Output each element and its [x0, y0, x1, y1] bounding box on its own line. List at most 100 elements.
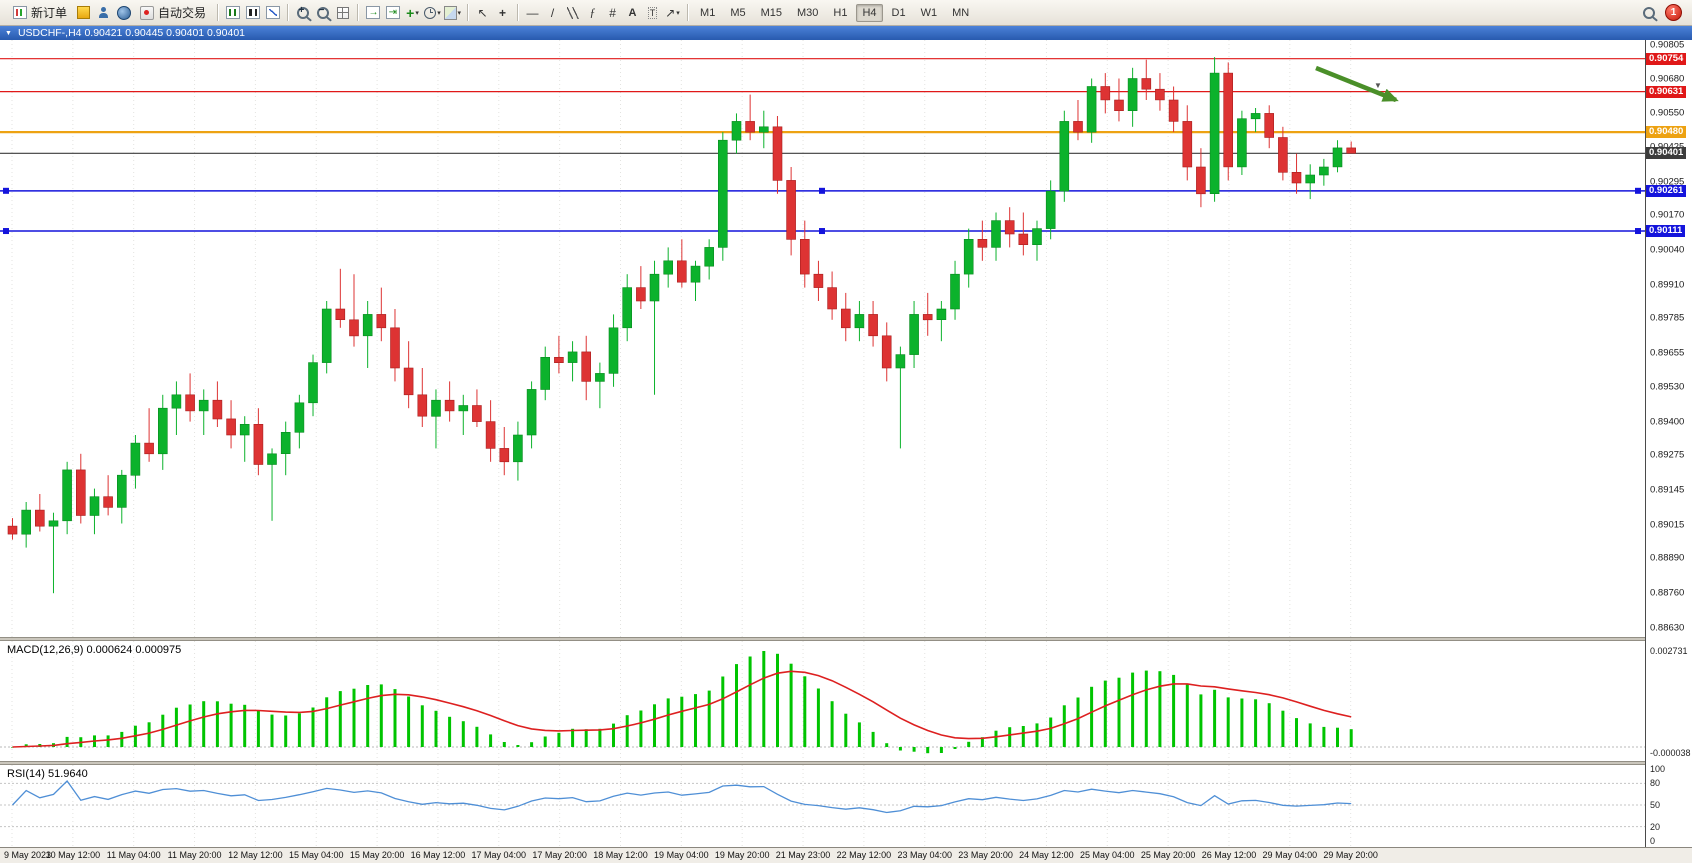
- candle: [1004, 220, 1015, 235]
- candle: [267, 453, 277, 465]
- hline-tool-button[interactable]: —: [524, 4, 541, 21]
- candle: [881, 335, 892, 369]
- time-axis[interactable]: 9 May 2023 10 May 12:00 11 May 04:00 11 May…: [0, 847, 1692, 863]
- data-window-button[interactable]: [115, 4, 132, 21]
- macd-pane[interactable]: [0, 641, 1645, 761]
- crosshair-button[interactable]: +: [494, 4, 511, 21]
- candle: [950, 273, 960, 310]
- time-label: 21 May 23:00: [775, 850, 831, 860]
- hline-handle[interactable]: [3, 187, 9, 194]
- price-line-label[interactable]: 0.90631: [1646, 85, 1687, 98]
- candle: [1086, 86, 1097, 133]
- candle: [1196, 166, 1206, 195]
- timeframe-m1-button[interactable]: M1: [700, 6, 716, 19]
- auto-scroll-button[interactable]: [364, 4, 381, 21]
- price-tick: 0.90040: [1650, 244, 1685, 256]
- notification-badge[interactable]: 1: [1665, 4, 1682, 21]
- hline-handle[interactable]: [3, 228, 9, 235]
- hline-handle[interactable]: [1635, 187, 1641, 194]
- ohlc-bars-button[interactable]: [224, 4, 241, 21]
- candle: [21, 509, 32, 535]
- trend-arrow-annotation[interactable]: [1315, 65, 1399, 103]
- main-toolbar: 新订单 自动交易 +▾ ▾ ▾: [0, 0, 1692, 26]
- autotrade-label: 自动交易: [158, 6, 207, 20]
- timeframe-h1-button[interactable]: H1: [833, 6, 848, 19]
- price-tick: 0.89785: [1650, 312, 1685, 324]
- time-label: 10 May 12:00: [45, 850, 101, 860]
- text-tool-button[interactable]: A: [624, 4, 641, 21]
- hline-handle[interactable]: [819, 228, 825, 235]
- candle: [144, 442, 154, 455]
- market-watch-button[interactable]: [95, 4, 112, 21]
- zoom-out-button[interactable]: [314, 4, 331, 21]
- price-line-label[interactable]: 0.90754: [1646, 52, 1687, 65]
- timeframe-m5-button[interactable]: M5: [730, 6, 746, 19]
- timeframe-h4-button[interactable]: H4: [856, 3, 883, 22]
- macd-canvas: [0, 641, 1645, 761]
- chart-shift-marker[interactable]: ▼: [1374, 81, 1382, 90]
- timeframe-d1-button[interactable]: D1: [891, 6, 906, 19]
- pane-splitter[interactable]: [0, 761, 1692, 765]
- line-chart-button[interactable]: [264, 4, 281, 21]
- autotrade-button[interactable]: 自动交易: [135, 2, 211, 24]
- price-line-label[interactable]: 0.90261: [1646, 184, 1687, 197]
- time-label: 16 May 12:00: [410, 850, 466, 860]
- channel-tool-button[interactable]: [564, 4, 581, 21]
- fibonacci-tool-button[interactable]: ƒ: [584, 4, 601, 21]
- chevron-down-icon: ▾: [676, 9, 680, 17]
- candle: [48, 520, 59, 527]
- timeframe-mn-button[interactable]: MN: [952, 6, 970, 19]
- rsi-pane[interactable]: [0, 765, 1645, 847]
- hline-handle[interactable]: [819, 187, 825, 194]
- periods-button[interactable]: ▾: [424, 4, 441, 21]
- toolbar-separator: [217, 4, 219, 21]
- candle: [909, 314, 919, 355]
- new-order-button[interactable]: 新订单: [8, 2, 72, 24]
- price-tick: 0.88890: [1650, 552, 1685, 564]
- grid-tool-button[interactable]: #: [604, 4, 621, 21]
- label-tool-button[interactable]: T: [644, 4, 661, 21]
- candle: [198, 399, 209, 412]
- candle: [308, 362, 318, 404]
- symbols-button[interactable]: [75, 4, 92, 21]
- cursor-button[interactable]: ↖: [474, 4, 491, 21]
- candle: [772, 126, 783, 181]
- time-label: 11 May 20:00: [167, 850, 222, 860]
- tile-windows-button[interactable]: [334, 4, 351, 21]
- arrows-tool-button[interactable]: ↗ ▾: [664, 4, 681, 21]
- time-label: 22 May 12:00: [836, 850, 892, 860]
- pane-splitter[interactable]: [0, 637, 1692, 641]
- crosshair-icon: +: [499, 5, 507, 20]
- chart-shift-icon: [385, 6, 400, 19]
- candles-layer: [7, 57, 1356, 594]
- price-line-label[interactable]: 0.90401: [1646, 147, 1687, 160]
- price-chart-pane[interactable]: ▼: [0, 40, 1645, 637]
- time-label: 29 May 04:00: [1262, 850, 1318, 860]
- price-axis[interactable]: 0.90805 0.90680 0.90550 0.90425 0.90295 0.901…: [1645, 40, 1692, 847]
- templates-button[interactable]: ▾: [444, 4, 461, 21]
- candlestick-button[interactable]: [244, 4, 261, 21]
- trendline-tool-button[interactable]: /: [544, 4, 561, 21]
- macd-axis-min: -0.000038: [1650, 748, 1691, 758]
- hline-layer[interactable]: [0, 58, 1645, 235]
- window-menu-icon[interactable]: ▼: [5, 29, 12, 37]
- candle: [991, 220, 1001, 248]
- candle: [321, 308, 332, 363]
- zoom-in-button[interactable]: [294, 4, 311, 21]
- hline-handle[interactable]: [1635, 228, 1641, 235]
- timeframe-w1-button[interactable]: W1: [920, 6, 938, 19]
- price-tick: 0.89530: [1650, 381, 1685, 393]
- price-line-label[interactable]: 0.90480: [1646, 126, 1687, 139]
- timeframe-m15-button[interactable]: M15: [760, 6, 782, 19]
- candle: [280, 431, 291, 454]
- chart-shift-button[interactable]: [384, 4, 401, 21]
- price-line-label[interactable]: 0.90111: [1646, 225, 1686, 238]
- candle: [1018, 233, 1029, 245]
- timeframe-m30-button[interactable]: M30: [797, 6, 819, 19]
- new-order-label: 新订单: [31, 6, 68, 20]
- zoom-in-icon: [296, 5, 309, 19]
- search-button[interactable]: [1640, 4, 1657, 21]
- indicators-button[interactable]: + ▾: [404, 4, 421, 21]
- grid-layer: [11, 765, 1352, 847]
